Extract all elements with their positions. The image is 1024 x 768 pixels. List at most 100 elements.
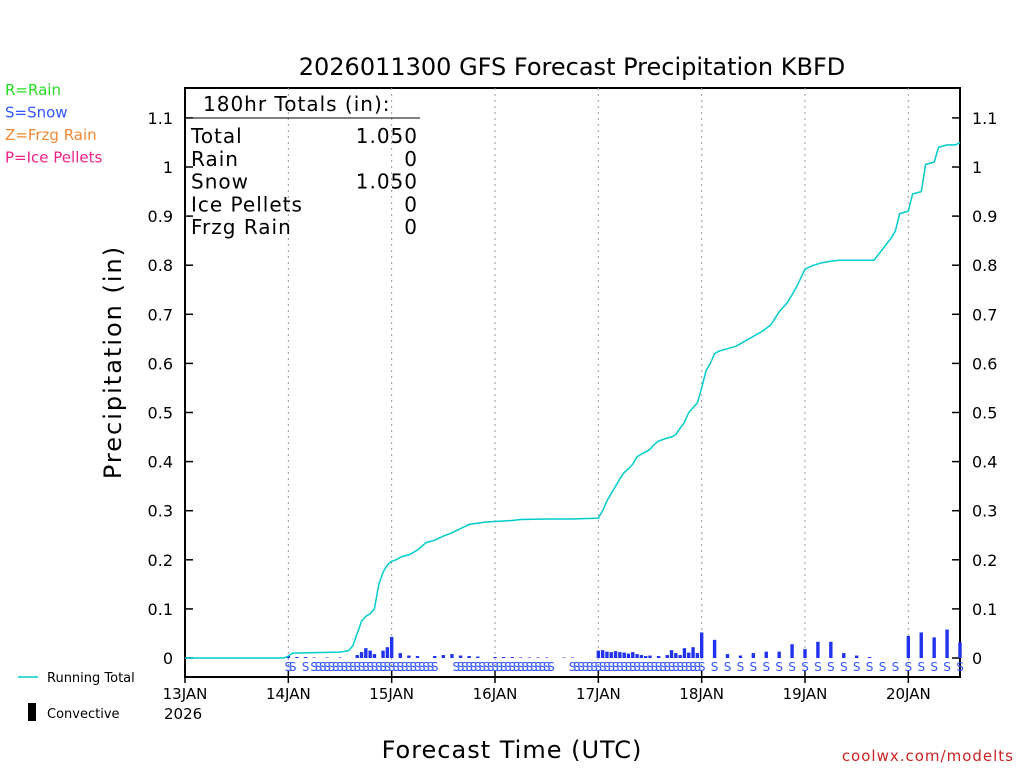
precip-bar bbox=[656, 656, 661, 658]
ptype-symbol: S bbox=[418, 660, 426, 674]
series-legend: Running Total Convective bbox=[18, 671, 135, 722]
ptype-symbol: S bbox=[431, 660, 439, 674]
ptype-symbol: S bbox=[603, 660, 611, 674]
ptype-symbol: S bbox=[328, 660, 336, 674]
precip-bar bbox=[751, 653, 756, 658]
ptype-symbol: S bbox=[853, 660, 861, 674]
ptype-symbol: S bbox=[366, 660, 374, 674]
ptype-symbol: S bbox=[371, 660, 379, 674]
precip-bar bbox=[764, 651, 768, 658]
totals-header: 180hr Totals (in): bbox=[203, 92, 391, 116]
ptype-symbol: S bbox=[586, 660, 594, 674]
x-tick-label: 13JAN bbox=[163, 685, 208, 703]
ptype-symbol: S bbox=[345, 660, 353, 674]
totals-row-value: 0 bbox=[404, 147, 418, 171]
year-label: 2026 bbox=[164, 705, 202, 723]
ptype-symbol: S bbox=[539, 660, 547, 674]
ptype-symbol: S bbox=[409, 660, 417, 674]
precip-bar bbox=[493, 657, 497, 658]
totals-row-label: Ice Pellets bbox=[191, 192, 303, 216]
ptype-symbol: S bbox=[457, 660, 465, 674]
ptype-symbol: S bbox=[392, 660, 400, 674]
precip-bar bbox=[854, 655, 859, 658]
y-tick-label-right: 0.9 bbox=[972, 207, 997, 226]
precip-bar bbox=[295, 657, 299, 658]
precip-bar bbox=[945, 629, 949, 658]
precip-bar bbox=[712, 639, 717, 658]
x-tick-label: 15JAN bbox=[369, 685, 414, 703]
precip-bar bbox=[303, 657, 308, 658]
watermark: coolwx.com/modelts bbox=[842, 747, 1014, 765]
precip-bar bbox=[678, 655, 682, 658]
y-tick-label-left: 0.9 bbox=[148, 207, 173, 226]
ptype-symbol: S bbox=[534, 660, 542, 674]
ptype-symbol: S bbox=[521, 660, 529, 674]
precip-bar bbox=[450, 654, 454, 658]
totals-row-label: Rain bbox=[191, 147, 239, 171]
precip-bar bbox=[648, 655, 652, 658]
ptype-symbol: S bbox=[668, 660, 676, 674]
ptype-symbol: S bbox=[483, 660, 491, 674]
ptype-symbol: S bbox=[646, 660, 654, 674]
precip-bar bbox=[682, 648, 687, 658]
precip-bar bbox=[407, 655, 411, 658]
y-tick-label-left: 1 bbox=[163, 158, 173, 177]
ptype-symbol: S bbox=[513, 660, 521, 674]
ptype-symbol: S bbox=[427, 660, 435, 674]
ptype-symbol: S bbox=[526, 660, 534, 674]
precip-bar bbox=[286, 656, 291, 658]
x-axis-label: Forecast Time (UTC) bbox=[382, 736, 643, 764]
precip-bar bbox=[665, 655, 669, 658]
y-tick-label-right: 0.3 bbox=[972, 502, 997, 521]
precip-bar bbox=[790, 644, 794, 658]
precip-bar bbox=[596, 650, 601, 658]
precip-bar bbox=[777, 651, 781, 658]
ptype-symbol: S bbox=[396, 660, 404, 674]
ptype-symbol: S bbox=[681, 660, 689, 674]
ptype-symbol: S bbox=[650, 660, 658, 674]
totals-box: 180hr Totals (in): Total 1.050 Rain 0 Snow 1.… bbox=[190, 92, 420, 239]
ptype-symbol: S bbox=[517, 660, 525, 674]
ptype-symbol: S bbox=[362, 660, 370, 674]
x-tick-label: 19JAN bbox=[783, 685, 828, 703]
ptype-symbol: S bbox=[530, 660, 538, 674]
ptype-symbol: S bbox=[689, 660, 697, 674]
ptype-legend-item: P=Ice Pellets bbox=[5, 149, 102, 167]
ptype-symbol: S bbox=[422, 660, 430, 674]
precip-bar bbox=[600, 650, 605, 658]
precip-bar bbox=[510, 657, 514, 658]
ptype-symbol: S bbox=[625, 660, 633, 674]
precip-bar bbox=[691, 647, 695, 658]
precip-bar bbox=[372, 654, 377, 658]
ptype-legend: R=Rain S=Snow Z=Frzg Rain P=Ice Pellets bbox=[5, 81, 102, 167]
precip-bar bbox=[562, 657, 566, 659]
ptype-symbol: S bbox=[737, 660, 745, 674]
y-tick-label-left: 0.5 bbox=[148, 404, 173, 423]
precip-bar bbox=[958, 642, 962, 658]
ptype-symbol: S bbox=[638, 660, 646, 674]
precip-bar bbox=[699, 632, 704, 658]
ptype-symbol: S bbox=[577, 660, 585, 674]
ptype-symbol: S bbox=[616, 660, 624, 674]
y-tick-label-left: 0.6 bbox=[148, 354, 173, 373]
y-tick-label-left: 1.1 bbox=[148, 109, 173, 128]
ptype-symbol: S bbox=[930, 660, 938, 674]
ptype-symbol: S bbox=[289, 660, 297, 674]
precip-bar bbox=[725, 654, 730, 658]
precip-bar bbox=[919, 632, 923, 658]
y-tick-label-left: 0.3 bbox=[148, 502, 173, 521]
precip-bar bbox=[842, 653, 846, 658]
precip-bar bbox=[867, 657, 872, 658]
ptype-symbol: S bbox=[500, 660, 508, 674]
ptype-symbol: S bbox=[620, 660, 628, 674]
convective-legend-swatch bbox=[28, 703, 36, 721]
precip-bar bbox=[695, 653, 700, 658]
precip-bar bbox=[570, 657, 575, 659]
ptype-symbol: S bbox=[866, 660, 874, 674]
convective-legend-label: Convective bbox=[47, 707, 120, 722]
precip-bar bbox=[458, 655, 463, 658]
precip-bar bbox=[669, 650, 674, 658]
ptype-legend-item: R=Rain bbox=[5, 81, 61, 99]
precip-bar bbox=[635, 654, 639, 658]
